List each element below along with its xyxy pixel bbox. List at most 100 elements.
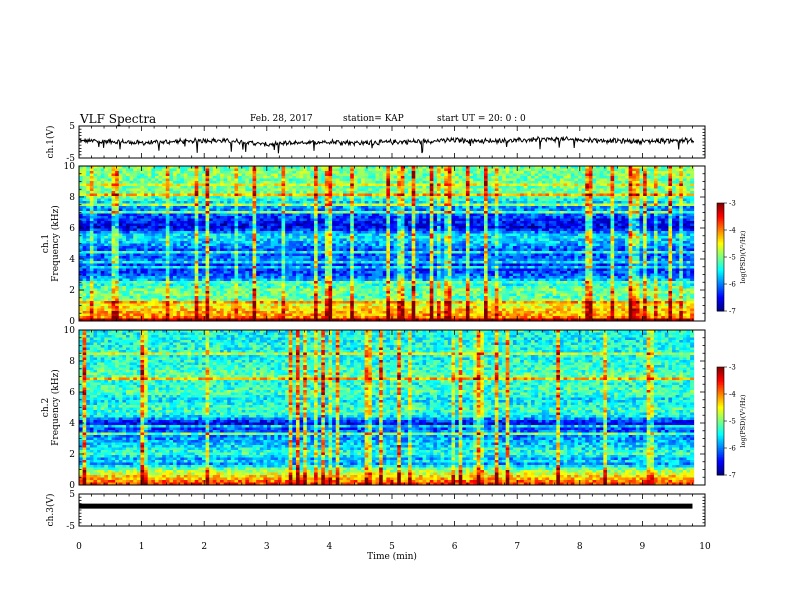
spectrogram-cell [303, 223, 308, 227]
spectrogram-cell [140, 181, 145, 184]
spectrogram-cell [227, 218, 232, 222]
spectrogram-cell [107, 221, 112, 224]
spectrogram-cell [592, 173, 597, 177]
spectrogram-cell [397, 168, 402, 172]
spectrogram-cell [277, 178, 282, 182]
spectrogram-cell [436, 203, 442, 207]
spectrogram-cell [679, 178, 684, 182]
spectrogram-cell [335, 206, 340, 209]
spectrogram-cell [364, 211, 369, 214]
spectrogram-cell [299, 186, 304, 189]
spectrogram-cell [285, 196, 290, 199]
spectrogram-cell [512, 181, 517, 184]
spectrogram-cell [592, 216, 597, 219]
spectrogram-cell [270, 231, 275, 234]
spectrogram-cell [498, 191, 503, 194]
spectrogram-cell [422, 168, 427, 172]
spectrogram-cell [690, 193, 695, 197]
spectrogram-cell [531, 231, 536, 234]
spectrogram-cell [314, 168, 319, 172]
spectrogram-cell [650, 173, 655, 177]
spectrogram-cell [469, 218, 474, 222]
spectrogram-cell [274, 198, 279, 202]
spectrogram-cell [180, 183, 185, 187]
spectrogram-cell [93, 181, 98, 184]
spectrogram-cell [509, 198, 514, 202]
spectrogram-cell [599, 226, 604, 229]
spectrogram-cell [263, 213, 268, 217]
spectrogram-cell [335, 208, 340, 212]
spectrogram-cell [621, 173, 626, 177]
spectrogram-cell [386, 166, 391, 169]
spectrogram-cell [216, 236, 221, 239]
spectrogram-cell [422, 231, 427, 234]
spectrogram-cell [129, 231, 134, 234]
spectrogram-cell [97, 206, 102, 209]
spectrogram-cell [165, 188, 170, 192]
spectrogram-cell [527, 231, 532, 234]
spectrogram-cell [111, 221, 116, 224]
spectrogram-cell [342, 188, 347, 192]
spectrogram-cell [93, 208, 98, 212]
spectrogram-cell [473, 176, 478, 179]
spectrogram-cell [422, 216, 427, 219]
spectrogram-cell [89, 181, 94, 184]
spectrogram-cell [292, 208, 297, 212]
spectrogram-cell [201, 231, 206, 234]
spectrogram-cell [216, 183, 221, 187]
spectrogram-cell [635, 203, 640, 207]
spectrogram-cell [136, 196, 141, 199]
spectrogram-cell [173, 213, 178, 217]
spectrogram-cell [426, 188, 431, 192]
spectrogram-cell [606, 181, 611, 184]
spectrogram-cell [455, 176, 460, 179]
spectrogram-cell [661, 213, 666, 217]
spectrogram-cell [342, 193, 347, 197]
spectrogram-cell [375, 208, 380, 212]
spectrogram-cell [545, 201, 550, 204]
spectrogram-cell [107, 171, 112, 174]
spectrogram-cell [429, 178, 434, 182]
spectrogram-cell [136, 236, 141, 239]
spectrogram-cell [661, 191, 666, 194]
spectrogram-cell [118, 183, 123, 187]
spectrogram-cell [570, 176, 575, 179]
spectrogram-cell [418, 216, 423, 219]
spectrogram-cell [220, 178, 225, 182]
spectrogram-cell [281, 221, 286, 224]
spectrogram-cell [552, 223, 557, 227]
spectrogram-cell [335, 196, 340, 199]
spectrogram-cell [664, 231, 669, 234]
spectrogram-cell [400, 171, 405, 174]
spectrogram-cell [281, 203, 286, 207]
spectrogram-cell [162, 203, 167, 207]
spectrogram-cell [610, 208, 615, 212]
spectrogram-cell [664, 206, 669, 209]
spectrogram-cell [599, 196, 604, 199]
spectrogram-cell [342, 183, 347, 187]
spectrogram-cell [632, 218, 637, 222]
spectrogram-cell [216, 188, 221, 192]
spectrogram-cell [433, 181, 438, 184]
spectrogram-cell [668, 228, 673, 232]
spectrogram-cell [531, 176, 536, 179]
spectrogram-cell [588, 208, 593, 212]
spectrogram-cell [570, 216, 575, 219]
spectrogram-cell [646, 231, 651, 234]
spectrogram-cell [176, 196, 181, 199]
spectrogram-cell [534, 208, 539, 212]
spectrogram-cell [107, 216, 112, 219]
spectrogram-cell [79, 171, 84, 174]
spectrogram-cell [379, 226, 384, 229]
spectrogram-cell [538, 166, 543, 169]
spectrogram-cell [570, 198, 575, 202]
spectrogram-cell [512, 218, 517, 222]
spectrogram-cell [476, 166, 481, 169]
spectrogram-cell [238, 233, 243, 237]
spectrogram-cell [324, 231, 329, 234]
spectrogram-cell [516, 218, 521, 222]
spectrogram-cell [686, 221, 691, 224]
spectrogram-cell [346, 213, 351, 217]
spectrogram-cell [252, 198, 257, 202]
spectrogram-cell [133, 236, 138, 239]
